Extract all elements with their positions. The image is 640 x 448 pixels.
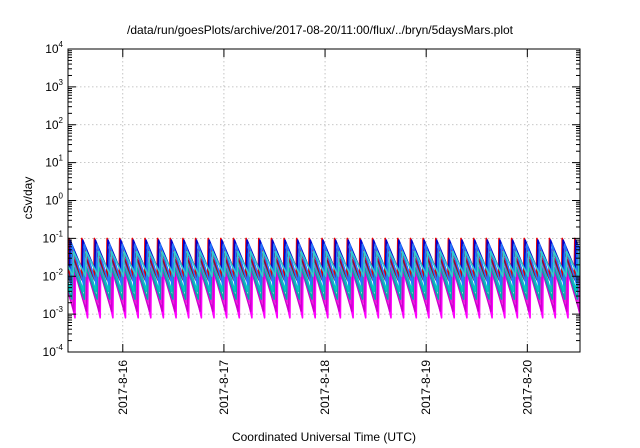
y-tick-exponent: 0 <box>59 192 64 201</box>
y-tick-base: 10 <box>45 194 59 208</box>
y-tick-label: 10-1 <box>43 229 64 245</box>
y-tick-label: 10-3 <box>43 305 64 321</box>
y-tick-label: 101 <box>45 154 63 170</box>
y-tick-base: 10 <box>43 269 57 283</box>
y-tick-base: 10 <box>45 118 59 132</box>
series-lines <box>68 237 580 319</box>
y-tick-base: 10 <box>45 80 59 94</box>
y-tick-base: 10 <box>43 231 57 245</box>
series-line <box>68 250 580 278</box>
y-tick-exponent: 3 <box>59 78 64 87</box>
y-tick-base: 10 <box>43 345 57 359</box>
x-tick-label: 2017-8-17 <box>217 360 231 415</box>
x-tick-labels: 2017-8-16 2017-8-17 2017-8-18 2017-8-19 2017… <box>116 360 535 415</box>
chart-title: /data/run/goesPlots/archive/2017-08-20/1… <box>127 23 514 37</box>
y-tick-exponent: 4 <box>59 40 64 49</box>
y-tick-exponent: -1 <box>56 229 64 238</box>
y-tick-label: 10-2 <box>43 267 64 283</box>
y-tick-base: 10 <box>45 156 59 170</box>
y-tick-base: 10 <box>43 307 57 321</box>
x-tick-label: 2017-8-19 <box>419 360 433 415</box>
x-tick-label: 2017-8-20 <box>520 360 534 415</box>
y-tick-exponent: -3 <box>56 305 64 314</box>
axis-ticks <box>68 48 580 353</box>
y-tick-label: 103 <box>45 78 63 94</box>
y-tick-exponent: 1 <box>59 154 64 163</box>
y-tick-label: 102 <box>45 116 63 132</box>
y-tick-exponent: -2 <box>56 267 64 276</box>
y-tick-label: 100 <box>45 192 63 208</box>
y-axis-label: cSv/day <box>21 177 35 220</box>
series-line <box>68 268 580 312</box>
x-tick-label: 2017-8-18 <box>318 360 332 415</box>
x-tick-label: 2017-8-16 <box>116 360 130 415</box>
y-tick-base: 10 <box>45 42 59 56</box>
y-tick-label: 104 <box>45 40 63 56</box>
x-axis-label: Coordinated Universal Time (UTC) <box>232 430 416 444</box>
y-tick-exponent: 2 <box>59 116 64 125</box>
y-tick-exponent: -4 <box>56 343 64 352</box>
y-tick-label: 10-4 <box>43 343 64 359</box>
